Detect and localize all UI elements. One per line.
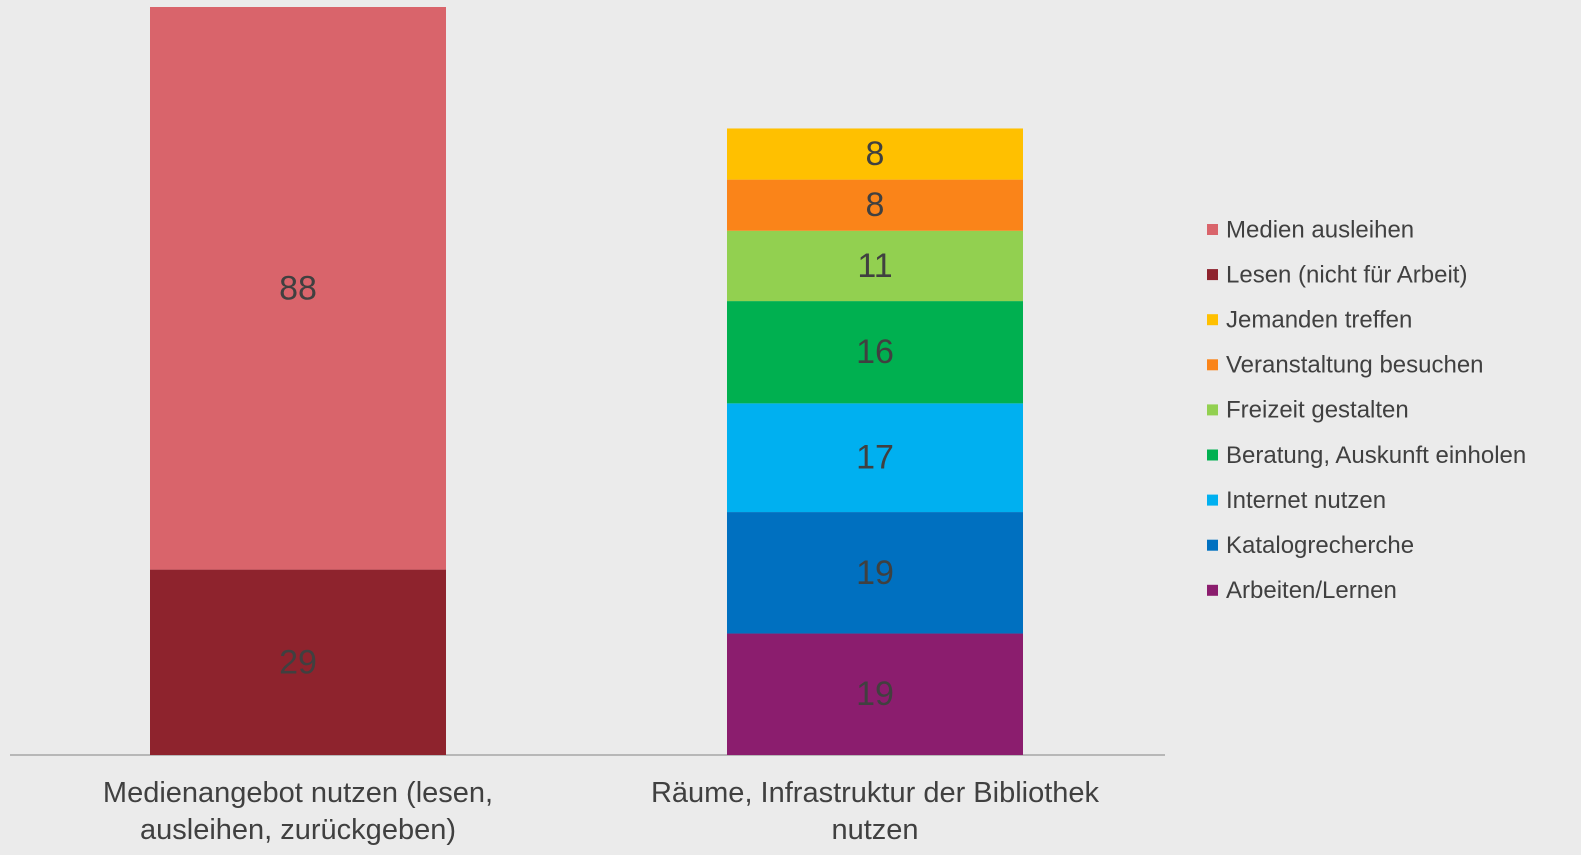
bar-segment	[150, 569, 446, 755]
legend-label: Lesen (nicht für Arbeit)	[1226, 261, 1467, 288]
data-label: 88	[279, 269, 317, 307]
legend-swatch	[1207, 314, 1218, 326]
legend-swatch	[1207, 584, 1218, 596]
legend-label: Jemanden treffen	[1226, 307, 1412, 334]
bar-segment	[727, 512, 1023, 634]
legend-label: Freizeit gestalten	[1226, 397, 1409, 424]
legend-swatch	[1207, 539, 1218, 551]
legend-swatch	[1207, 359, 1218, 371]
x-tick-label: Räume, Infrastruktur der Bibliothek nutz…	[650, 777, 1100, 846]
legend-label: Veranstaltung besuchen	[1226, 352, 1484, 379]
data-label: 19	[856, 675, 894, 713]
legend-label: Arbeiten/Lernen	[1226, 577, 1397, 604]
data-label: 29	[279, 643, 317, 681]
data-label: 8	[866, 135, 885, 173]
bar-segment	[727, 301, 1023, 404]
legend-swatch	[1207, 404, 1218, 416]
data-label: 8	[866, 186, 885, 224]
legend-swatch	[1207, 269, 1218, 281]
bar-segment	[150, 7, 446, 570]
data-label: 19	[856, 554, 894, 592]
data-label: 16	[856, 333, 894, 371]
legend-swatch	[1207, 494, 1218, 506]
bar-segment	[727, 179, 1023, 231]
bar-segment	[727, 128, 1023, 180]
bar-segment	[727, 633, 1023, 755]
legend-label: Medien ausleihen	[1226, 216, 1414, 243]
legend-label: Internet nutzen	[1226, 487, 1386, 514]
legend-label: Katalogrecherche	[1226, 532, 1414, 559]
legend-swatch	[1207, 449, 1218, 461]
bar-segment	[727, 230, 1023, 302]
x-tick-label: Medienangebot nutzen (lesen, ausleihen, …	[102, 777, 494, 846]
bar-segment	[727, 403, 1023, 513]
legend-label: Beratung, Auskunft einholen	[1226, 442, 1526, 469]
data-label: 11	[857, 247, 892, 285]
data-label: 17	[856, 439, 894, 477]
legend-swatch	[1207, 224, 1218, 235]
